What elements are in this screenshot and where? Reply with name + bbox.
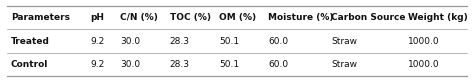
Text: pH: pH [90, 13, 104, 22]
Text: Carbon Source: Carbon Source [331, 13, 406, 22]
Text: Straw: Straw [331, 60, 357, 69]
Text: C/N (%): C/N (%) [120, 13, 158, 22]
Text: Treated: Treated [11, 36, 50, 46]
Text: TOC (%): TOC (%) [170, 13, 210, 22]
Text: Parameters: Parameters [11, 13, 70, 22]
Text: 60.0: 60.0 [268, 60, 288, 69]
Text: 30.0: 30.0 [120, 36, 140, 46]
Text: 30.0: 30.0 [120, 60, 140, 69]
Text: 28.3: 28.3 [170, 36, 190, 46]
Text: 50.1: 50.1 [219, 60, 239, 69]
Text: 60.0: 60.0 [268, 36, 288, 46]
Text: 9.2: 9.2 [90, 60, 105, 69]
Text: Straw: Straw [331, 36, 357, 46]
Text: 1000.0: 1000.0 [408, 60, 439, 69]
Text: Control: Control [11, 60, 48, 69]
Text: Weight (kg): Weight (kg) [408, 13, 467, 22]
Text: 50.1: 50.1 [219, 36, 239, 46]
Text: 9.2: 9.2 [90, 36, 105, 46]
Text: OM (%): OM (%) [219, 13, 256, 22]
Text: 1000.0: 1000.0 [408, 36, 439, 46]
Text: Moisture (%): Moisture (%) [268, 13, 334, 22]
Text: 28.3: 28.3 [170, 60, 190, 69]
